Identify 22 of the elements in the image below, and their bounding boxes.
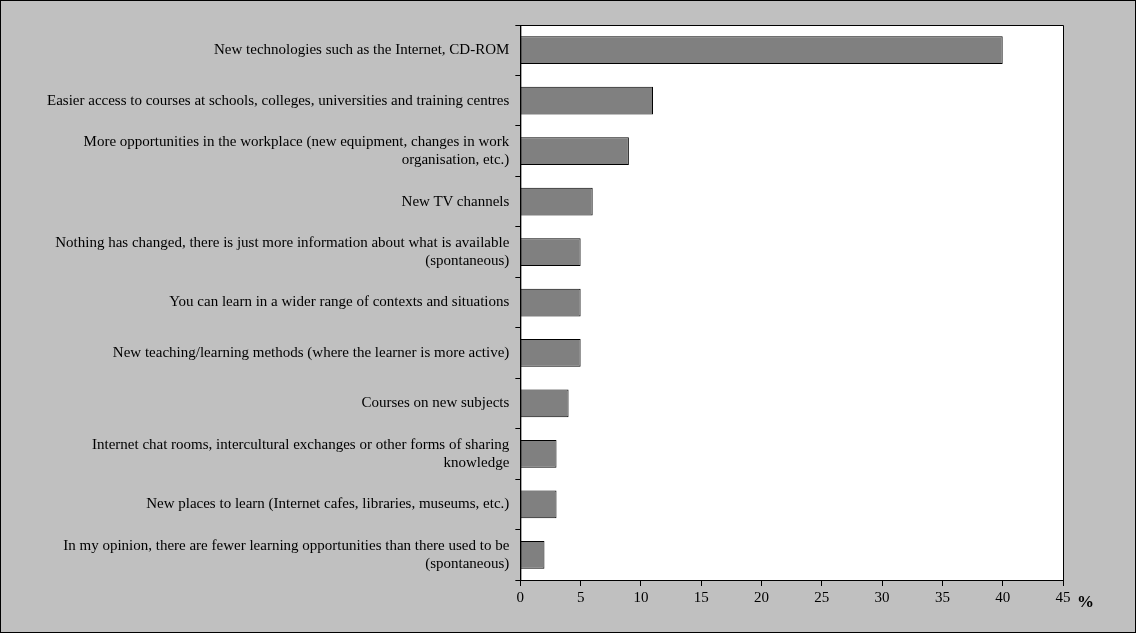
x-tick-label: 45 <box>1055 588 1071 605</box>
y-tick-label: Courses on new subjects <box>361 394 510 411</box>
y-tick-label: New places to learn (Internet cafes, libraries, museums, etc.) <box>146 495 510 513</box>
y-tick-label: Internet chat rooms, intercultural exchanges or other forms of sharing knowledge <box>91 435 510 470</box>
x-tick-label: 25 <box>814 588 830 605</box>
y-tick-label: You can learn in a wider range of contexts and situations <box>169 293 510 310</box>
x-axis-title: % <box>1077 592 1094 612</box>
x-tick-label: 5 <box>576 588 585 605</box>
y-tick-label: Nothing has changed, there is just more information about what is available (spontaneous) <box>55 233 510 269</box>
y-tick-label: In my opinion, there are fewer learning opportunities than there used to be (spontaneous) <box>63 536 510 572</box>
x-tick-label: 40 <box>995 588 1011 605</box>
y-tick-label: New teaching/learning methods (where the learner is more active) <box>112 343 510 361</box>
y-tick-label: More opportunities in the workplace (new equipment, changes in work organisation, etc.) <box>83 133 510 169</box>
y-tick-label: New TV channels <box>401 192 510 209</box>
y-tick-label: New technologies such as the Internet, CD-ROM <box>213 41 510 58</box>
x-tick-label: 10 <box>633 588 649 605</box>
x-tick-label: 30 <box>874 588 890 605</box>
x-tick-label: 35 <box>934 588 950 605</box>
x-tick-label: 0 <box>516 588 525 605</box>
x-tick-label: 20 <box>754 588 770 605</box>
y-tick-label: Easier access to courses at schools, colleges, universities and training centres <box>46 91 510 108</box>
x-tick-label: 15 <box>693 588 709 605</box>
